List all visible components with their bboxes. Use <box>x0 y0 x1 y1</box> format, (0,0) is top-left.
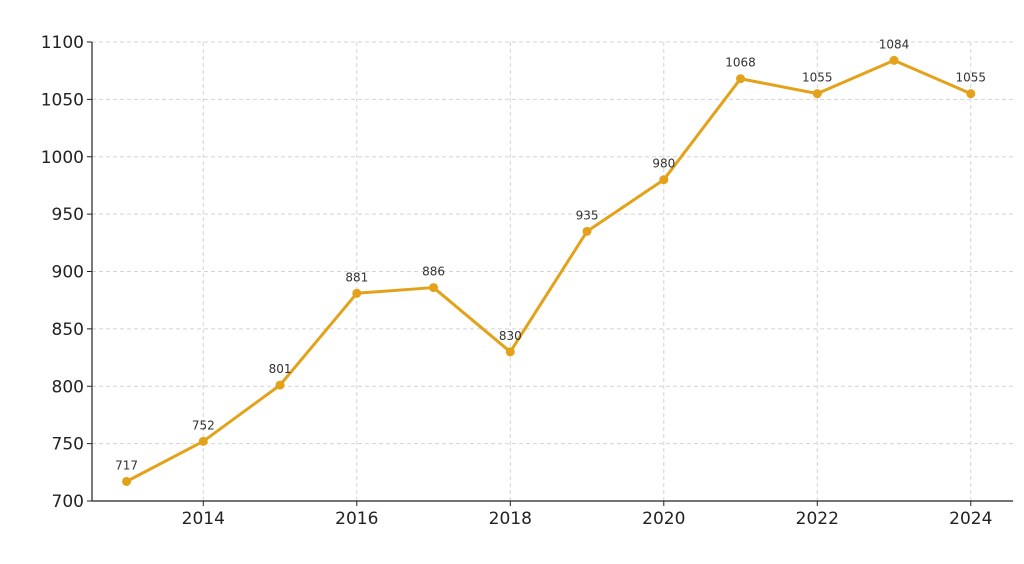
y-tick-label: 700 <box>52 492 84 512</box>
data-point <box>736 74 746 84</box>
data-label: 801 <box>269 362 292 376</box>
data-label: 1068 <box>725 56 756 70</box>
data-label: 1084 <box>879 37 910 51</box>
y-tick-label: 800 <box>52 377 84 397</box>
data-point <box>889 55 899 65</box>
y-tick-label: 950 <box>52 205 84 225</box>
data-point <box>352 288 362 298</box>
data-point <box>812 89 822 99</box>
y-tick-label: 1000 <box>41 148 84 168</box>
y-tick-label: 1050 <box>41 90 84 110</box>
x-tick-label: 2014 <box>182 509 225 529</box>
data-point <box>659 175 669 185</box>
series-line <box>125 58 973 483</box>
grid <box>92 41 1013 502</box>
data-label: 881 <box>345 270 368 284</box>
data-label: 752 <box>192 418 215 432</box>
x-tick-label: 2020 <box>642 509 685 529</box>
y-tick-label: 750 <box>52 435 84 455</box>
data-label: 830 <box>499 329 522 343</box>
tick-labels: 700 750 800 850 900 950 1000 1050 1100 2014 2016 20… <box>41 33 993 529</box>
data-label: 1055 <box>956 71 987 85</box>
data-label: 935 <box>576 208 599 222</box>
data-label: 980 <box>652 157 675 171</box>
data-point <box>275 380 285 390</box>
x-tick-label: 2016 <box>335 509 378 529</box>
data-label: 886 <box>422 265 445 279</box>
data-point <box>122 476 132 486</box>
data-labels: 717 752 801 881 886 830 935 980 1068 1055 1084 1055 <box>115 37 986 472</box>
data-point <box>198 436 208 446</box>
y-tick-label: 1100 <box>41 33 84 53</box>
x-tick-label: 2018 <box>489 509 532 529</box>
series <box>122 55 976 486</box>
data-point <box>582 226 592 236</box>
data-point <box>429 283 439 293</box>
data-label: 717 <box>115 458 138 472</box>
x-tick-label: 2022 <box>796 509 839 529</box>
y-tick-label: 900 <box>52 263 84 283</box>
data-point <box>505 347 515 357</box>
x-tick-label: 2024 <box>949 509 992 529</box>
axes <box>87 41 1013 506</box>
data-label: 1055 <box>802 71 833 85</box>
data-point <box>966 89 976 99</box>
y-tick-label: 850 <box>52 320 84 340</box>
